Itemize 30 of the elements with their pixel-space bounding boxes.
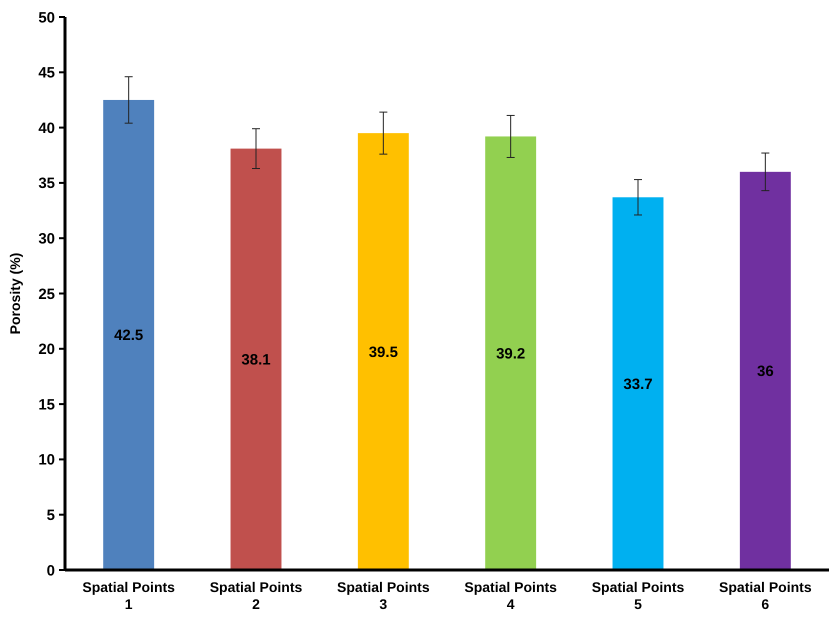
y-tick-label: 20	[38, 341, 55, 358]
x-tick-label: Spatial Points 4	[464, 579, 558, 612]
y-tick-label: 35	[38, 175, 55, 192]
y-tick-label: 0	[46, 562, 55, 580]
y-tick-label: 15	[38, 396, 55, 414]
y-axis-title: Porosity (%)	[7, 252, 23, 334]
data-label: 42.5	[114, 327, 144, 344]
bar	[358, 133, 409, 570]
data-label: 36	[756, 363, 774, 380]
x-tick-label: Spatial Points 3	[337, 579, 430, 612]
bar	[103, 100, 154, 570]
y-tick-label: 50	[38, 9, 55, 26]
bar	[740, 172, 791, 570]
y-tick-label: 30	[38, 230, 55, 248]
data-label: 33.7	[623, 376, 653, 393]
y-tick-label: 5	[46, 506, 55, 524]
bar	[612, 197, 664, 570]
bar	[485, 136, 536, 570]
data-label: 39.5	[368, 344, 398, 361]
x-tick-label: Spatial Points 5	[592, 579, 684, 612]
y-tick-label: 25	[38, 286, 55, 303]
x-tick-label: Spatial Points 2	[210, 579, 302, 612]
y-tick-label: 45	[38, 64, 55, 82]
bar	[230, 148, 282, 570]
data-label: 38.1	[241, 352, 271, 369]
x-tick-label: Spatial Points 6	[719, 579, 812, 612]
x-tick-label: Spatial Points 1	[82, 579, 176, 612]
y-tick-label: 40	[38, 120, 55, 137]
y-tick-label: 10	[38, 452, 55, 469]
data-label: 39.2	[496, 345, 526, 362]
